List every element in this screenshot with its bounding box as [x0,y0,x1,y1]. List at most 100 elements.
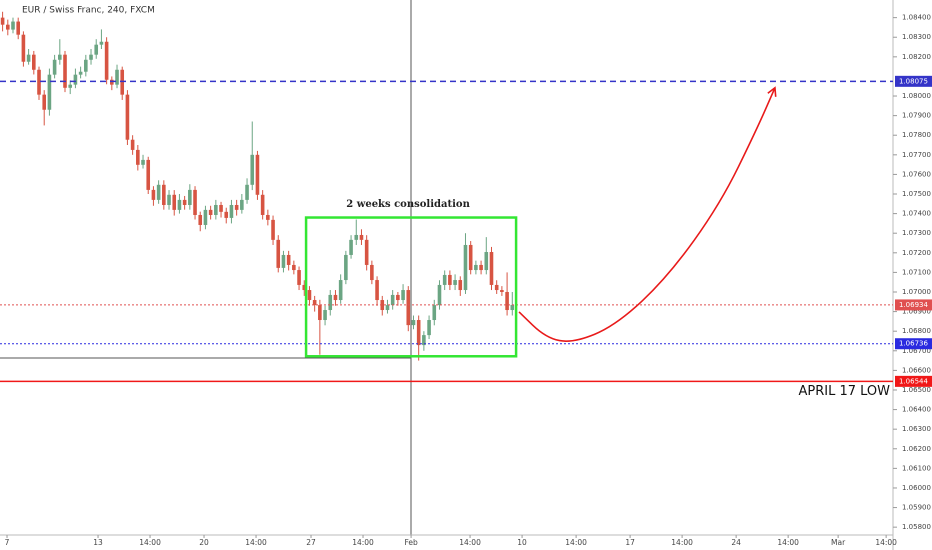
candle-body [120,69,125,95]
candle-body [68,84,73,88]
candle-body [468,244,473,271]
candle-body [406,290,411,326]
x-tick-label: 24 [731,538,741,547]
candle-body [115,69,119,85]
price-line-note: APRIL 17 LOW [798,384,890,399]
candle-body [146,159,151,190]
y-tick-label: 1.06600 [902,366,931,374]
candle-body [416,320,421,346]
candle-body [214,204,218,215]
candle-body [328,294,333,311]
candle-body [458,280,463,291]
price-label: 1.06544 [899,377,928,385]
candle-body [463,244,468,291]
candle-body [94,44,99,55]
candle-body [156,184,161,200]
candle-body [396,294,400,301]
x-tick-label: Feb [404,538,418,547]
candle-body [16,21,21,35]
candle-body [151,189,156,200]
candle-body [364,239,369,265]
y-tick-label: 1.07300 [902,229,931,237]
candle-body [172,194,177,210]
y-tick-label: 1.08200 [902,53,931,61]
candle-body [370,264,374,281]
candle-body [375,280,379,301]
projection-curve [518,87,776,342]
candle-body [26,54,31,62]
y-tick-label: 1.07500 [902,190,931,198]
candle-body [484,252,489,271]
x-tick-label: 27 [306,538,316,547]
candle-body [318,305,322,321]
candle-body [208,209,213,215]
y-tick-label: 1.06000 [902,484,931,492]
candle-body [390,294,395,306]
x-tick-label: Mar [831,538,846,547]
y-tick-label: 1.06200 [902,445,931,453]
candle-body [474,264,478,271]
x-tick-label: 10 [517,538,527,547]
x-tick-label: 20 [199,538,209,547]
candle-body [448,274,452,285]
candle-body [89,54,93,60]
candle-body [141,159,145,165]
candle-body [500,290,504,292]
candle-body [297,270,301,285]
projection-arrowhead [767,86,777,97]
candle-body [281,254,286,268]
candle-body [104,41,109,80]
candle-body [99,41,104,45]
candle-body [130,139,135,150]
candle-body [359,234,364,240]
price-label-box [895,299,932,311]
candle-body [193,189,197,215]
price-label: 1.06736 [899,340,928,348]
candle-body [188,189,192,205]
y-tick-label: 1.06500 [902,386,931,394]
candle-body [78,71,83,75]
candle-body [276,239,281,268]
candle-body [250,154,255,185]
candle-body [338,280,343,301]
candle-body [255,154,260,195]
y-tick-label: 1.06400 [902,406,931,414]
candle-body [323,310,327,321]
candle-body [229,204,234,218]
candle-body [479,264,483,271]
x-tick-label: 14:00 [459,538,481,547]
candle-body [260,194,265,215]
box-annotation: 2 weeks consolidation [346,199,470,210]
y-tick-label: 1.05800 [902,523,931,531]
candle-body [58,54,62,60]
price-label-box [895,75,932,87]
candle-body [344,254,348,281]
candle-body [0,17,5,25]
candle-body [125,94,130,140]
candle-body [73,74,78,85]
candle-body [21,34,26,62]
candle-body [505,291,509,311]
x-tick-label: 14:00 [875,538,897,547]
x-tick-label: 7 [5,538,10,547]
candle-body [234,204,239,210]
candle-body [292,264,296,271]
y-tick-label: 1.08000 [902,92,931,100]
candle-body [302,284,307,291]
price-label-box [895,338,932,350]
candle-body [110,79,114,85]
y-tick-label: 1.06100 [902,464,931,472]
y-tick-label: 1.07100 [902,268,931,276]
y-tick-label: 1.07000 [902,288,931,296]
y-tick-label: 1.06300 [902,425,931,433]
candle-body [245,184,249,200]
y-tick-label: 1.06700 [902,347,931,355]
candle-body [333,294,338,301]
x-tick-label: 14:00 [139,538,161,547]
candle-body [494,284,499,291]
candle-body [427,320,431,336]
candle-body [312,300,317,306]
y-tick-label: 1.07600 [902,170,931,178]
candle-body [52,59,57,75]
